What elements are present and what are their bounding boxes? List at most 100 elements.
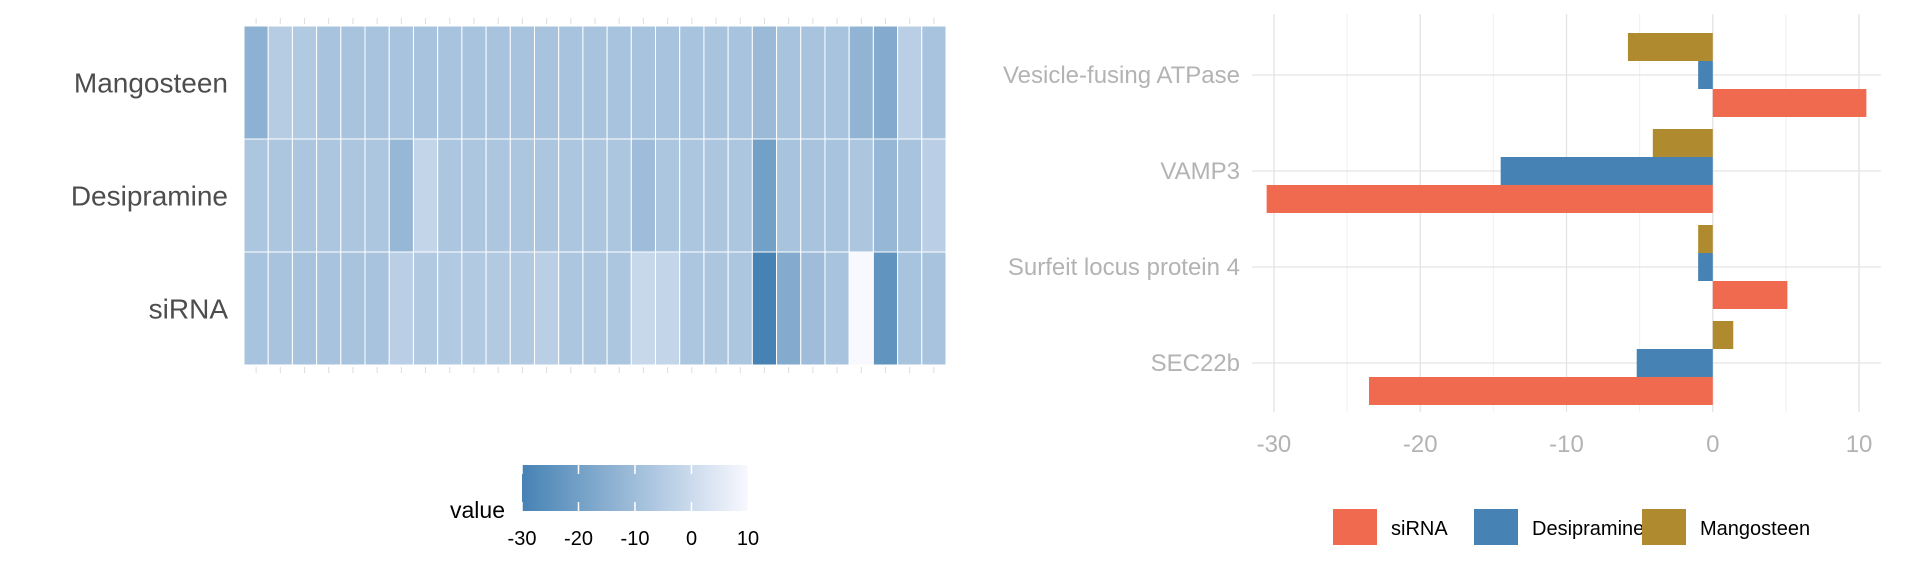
heatmap-cell: [582, 138, 608, 253]
heatmap-cell: [316, 251, 342, 366]
heatmap-cell: [461, 251, 487, 366]
heatmap-cell: [437, 251, 463, 366]
heatmap-cell: [316, 138, 342, 253]
heatmap-cell: [316, 25, 342, 140]
heatmap-cell: [655, 251, 681, 366]
x-tick-label: -10: [1549, 431, 1584, 458]
bar-mangosteen: [1652, 129, 1713, 157]
heatmap-cell: [291, 25, 318, 140]
heatmap-cell: [364, 25, 390, 140]
heatmap-cell: [824, 138, 850, 253]
heatmap-cell: [897, 251, 923, 366]
heatmap-cell: [727, 138, 753, 253]
heatmap-cell: [558, 251, 584, 366]
x-tick-label: 0: [1706, 431, 1719, 458]
heatmap-cell: [848, 25, 874, 140]
heatmap-cell: [800, 138, 826, 253]
heatmap-cell: [364, 138, 390, 253]
heatmap-legend: value -30 -20 -10 0 10: [450, 465, 759, 550]
heatmap-cell: [340, 138, 366, 253]
heatmap-cell: [485, 25, 511, 140]
heatmap-cell: [630, 251, 657, 366]
heatmap-cell: [509, 138, 535, 253]
heatmap-cell: [485, 251, 511, 366]
heatmap-cell: [679, 138, 705, 253]
heatmap-cell: [533, 138, 560, 253]
heatmap-cell: [606, 138, 632, 253]
bar-sirna: [1712, 281, 1788, 309]
category-label: SEC22b: [1151, 350, 1240, 377]
heatmap-cell: [630, 25, 657, 140]
heatmap-cell: [751, 25, 778, 140]
heatmap-cell: [388, 138, 414, 253]
heatmap-cell: [340, 251, 366, 366]
heatmap-cell: [485, 138, 511, 253]
heatmap-cell: [703, 25, 729, 140]
bar-chart-panel: SEC22b Surfeit locus protein 4 VAMP3 Vesicl…: [1003, 14, 1881, 545]
heatmap-cell: [703, 138, 729, 253]
heatmap-cell: [606, 25, 632, 140]
heatmap-cell: [437, 138, 463, 253]
heatmap-cell: [509, 25, 535, 140]
bar-sirna: [1712, 89, 1867, 117]
bar-sirna: [1266, 185, 1713, 213]
legend-title: value: [450, 497, 505, 523]
heatmap-cell: [921, 138, 947, 253]
bar-chart-legend: siRNA Desipramine Mangosteen: [1333, 509, 1810, 545]
category-label: Surfeit locus protein 4: [1008, 254, 1240, 281]
heatmap-cell: [679, 25, 705, 140]
heatmap-cell: [533, 251, 560, 366]
heatmap-cell: [243, 25, 269, 140]
bar-desipramine: [1698, 253, 1713, 281]
heatmap-cell: [800, 251, 826, 366]
heatmap-cell: [727, 25, 753, 140]
heatmap-cell: [776, 138, 802, 253]
heatmap-row-label: siRNA: [149, 294, 229, 325]
legend-key-mangosteen: [1642, 509, 1686, 545]
x-tick-label: -20: [1403, 431, 1438, 458]
heatmap-cell: [558, 25, 584, 140]
heatmap-cell: [800, 25, 826, 140]
heatmap-cell: [340, 25, 366, 140]
category-label: Vesicle-fusing ATPase: [1003, 62, 1240, 89]
heatmap-cell: [388, 25, 414, 140]
legend-tick-label: -20: [564, 528, 593, 550]
heatmap-cell: [921, 251, 947, 366]
bar-chart-x-tick-labels: -30 -20 -10 0 10: [1257, 431, 1873, 458]
heatmap-cell: [824, 251, 850, 366]
heatmap-cell: [848, 138, 874, 253]
heatmap-cell: [848, 251, 874, 366]
heatmap-cell: [388, 251, 414, 366]
heatmap-cell: [751, 138, 778, 253]
heatmap-cell: [872, 251, 899, 366]
heatmap-cell: [461, 138, 487, 253]
heatmap-cell: [291, 138, 318, 253]
heatmap-cell: [630, 138, 657, 253]
heatmap-row-label: Desipramine: [71, 181, 228, 212]
legend-key-sirna: [1333, 509, 1377, 545]
heatmap-cell: [776, 25, 802, 140]
bar-mangosteen: [1698, 225, 1713, 253]
heatmap-cell: [655, 138, 681, 253]
heatmap-cell: [509, 251, 535, 366]
heatmap-cell: [267, 138, 293, 253]
heatmap-cell: [655, 25, 681, 140]
heatmap-row-label: Mangosteen: [74, 68, 228, 99]
bar-desipramine: [1636, 349, 1713, 377]
heatmap-cell: [703, 251, 729, 366]
heatmap-cell: [412, 25, 439, 140]
legend-label: Mangosteen: [1700, 518, 1810, 540]
heatmap-cell: [412, 251, 439, 366]
legend-tick-label: -30: [508, 528, 537, 550]
legend-label: Desipramine: [1532, 518, 1644, 540]
bar-mangosteen: [1627, 33, 1713, 61]
legend-ticks: -30 -20 -10 0 10: [508, 465, 759, 550]
bar-desipramine: [1698, 61, 1713, 89]
heatmap-cell: [267, 25, 293, 140]
heatmap-cell: [921, 25, 947, 140]
heatmap-cell: [412, 138, 439, 253]
heatmap-cell: [897, 138, 923, 253]
heatmap-cell: [291, 251, 318, 366]
